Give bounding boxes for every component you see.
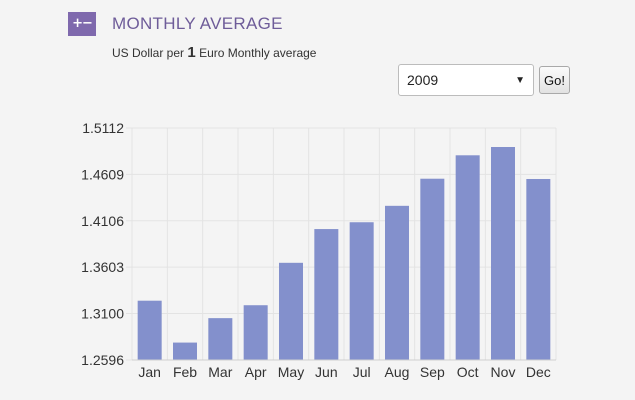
bar bbox=[526, 178, 551, 360]
y-tick-label: 1.4609 bbox=[81, 166, 124, 182]
subtitle-suffix: Euro Monthly average bbox=[199, 46, 317, 60]
go-button[interactable]: Go! bbox=[539, 66, 570, 94]
year-select[interactable]: 2009 ▼ bbox=[398, 64, 534, 96]
subtitle: US Dollar per 1 Euro Monthly average bbox=[112, 44, 316, 61]
subtitle-number: 1 bbox=[187, 44, 196, 61]
y-tick-label: 1.3603 bbox=[81, 259, 124, 275]
bar bbox=[420, 178, 445, 360]
page-title: MONTHLY AVERAGE bbox=[112, 14, 283, 33]
x-tick-label: Dec bbox=[526, 364, 551, 380]
x-tick-label: Apr bbox=[245, 364, 267, 380]
x-tick-label: Sep bbox=[420, 364, 445, 380]
y-tick-label: 1.2596 bbox=[81, 352, 124, 368]
bar bbox=[491, 146, 515, 360]
bar bbox=[314, 229, 339, 360]
x-tick-label: Nov bbox=[491, 364, 516, 380]
x-tick-label: May bbox=[278, 364, 304, 380]
bar bbox=[455, 155, 480, 360]
subtitle-prefix: US Dollar per bbox=[112, 46, 185, 60]
y-tick-label: 1.5112 bbox=[82, 120, 124, 136]
x-tick-label: Jun bbox=[315, 364, 338, 380]
bar bbox=[243, 305, 268, 360]
x-tick-label: Oct bbox=[457, 364, 479, 380]
x-tick-label: Jul bbox=[353, 364, 371, 380]
dropdown-arrow-icon[interactable]: ▼ bbox=[515, 74, 525, 86]
bar bbox=[279, 262, 303, 360]
y-tick-label: 1.3100 bbox=[81, 306, 124, 322]
bar bbox=[385, 205, 409, 360]
bar bbox=[137, 300, 162, 360]
bar bbox=[208, 318, 233, 360]
x-tick-label: Aug bbox=[385, 364, 410, 380]
plus-minus-icon[interactable]: +− bbox=[68, 12, 96, 36]
bar bbox=[173, 342, 197, 360]
x-tick-label: Feb bbox=[173, 364, 197, 380]
year-select-value: 2009 bbox=[407, 72, 439, 88]
x-tick-label: Jan bbox=[138, 364, 161, 380]
bar bbox=[349, 222, 374, 360]
x-tick-label: Mar bbox=[208, 364, 232, 380]
y-tick-label: 1.4106 bbox=[81, 213, 124, 229]
